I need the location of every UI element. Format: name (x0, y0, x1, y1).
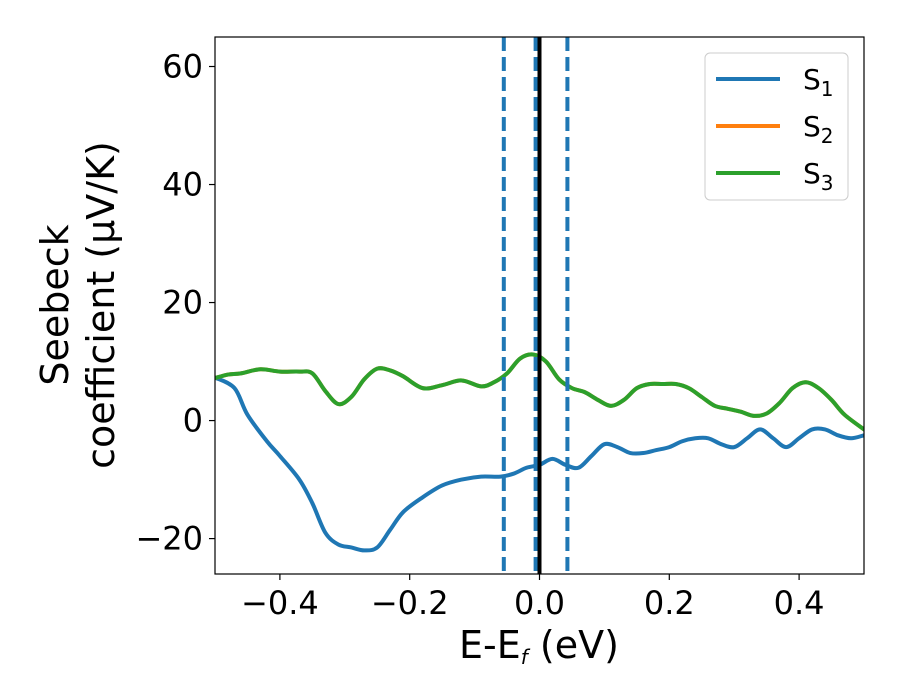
y-axis-title-line1: Seebeck (33, 224, 77, 385)
x-tick-label: −0.4 (241, 584, 319, 622)
y-tick-label: −20 (135, 520, 203, 558)
legend-items: S1 S2 S3 (716, 63, 834, 195)
y-tick-label: 20 (162, 284, 203, 322)
x-axis: −0.4 −0.2 0.0 0.2 0.4 (241, 574, 825, 622)
y-tick-label: 0 (183, 402, 203, 440)
y-axis: −20 0 20 40 60 (135, 48, 215, 558)
legend-label-s2: S2 (803, 110, 834, 148)
x-tick-label: −0.2 (371, 584, 449, 622)
y-axis-title: Seebeck coefficient (μV/K) (33, 141, 123, 469)
legend: S1 S2 S3 (704, 52, 849, 201)
x-tick-label: 0.2 (644, 584, 695, 622)
x-axis-title: E-Ef (eV) (459, 623, 619, 669)
y-tick-label: 40 (162, 166, 203, 204)
x-tick-label: 0.4 (774, 584, 825, 622)
series-line-s3 (215, 352, 864, 432)
y-tick-label: 60 (162, 48, 203, 86)
legend-label-s3: S3 (803, 157, 834, 195)
vline-layer (501, 37, 570, 574)
y-axis-title-line2: coefficient (μV/K) (79, 141, 123, 469)
x-tick-label: 0.0 (514, 584, 565, 622)
legend-label-s1: S1 (803, 63, 834, 101)
